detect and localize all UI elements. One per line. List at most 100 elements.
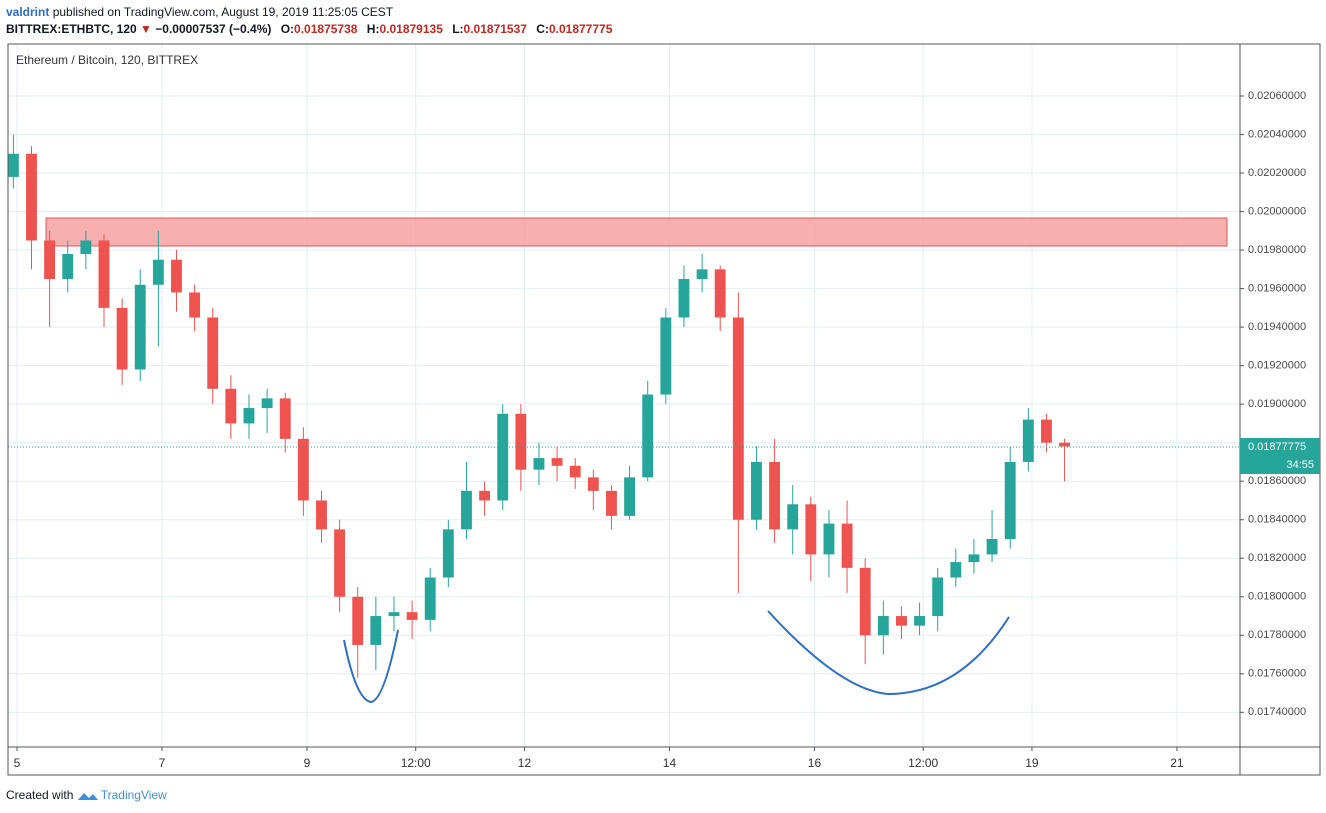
candle-body xyxy=(461,490,472,530)
candle-body xyxy=(424,577,436,620)
candle-body xyxy=(44,240,56,279)
open-label: O: xyxy=(280,22,295,36)
candle-body xyxy=(932,577,944,617)
candle-body xyxy=(859,567,871,636)
last-price-label: 0.01877775 xyxy=(1248,441,1306,453)
candle-body xyxy=(80,240,92,254)
y-tick-label: 0.01900000 xyxy=(1248,398,1306,410)
x-tick-label: 14 xyxy=(663,756,677,770)
candle-body xyxy=(62,253,74,279)
publish-line: valdrint published on TradingView.com, A… xyxy=(6,5,393,19)
x-tick-label: 19 xyxy=(1025,756,1039,770)
candle-body xyxy=(98,240,110,308)
close-value: 0.01877775 xyxy=(548,22,613,36)
y-tick-label: 0.01760000 xyxy=(1248,668,1306,680)
y-tick-label: 0.01960000 xyxy=(1248,283,1306,295)
candle-body xyxy=(1022,419,1034,462)
candle-body xyxy=(877,616,889,636)
symbol-line: BITTREX:ETHBTC, 120 ▼ −0.00007537 (−0.4%… xyxy=(6,22,612,36)
candle-body xyxy=(841,523,853,568)
candle-body xyxy=(696,269,708,279)
pattern-curve xyxy=(767,610,1010,696)
candle-body xyxy=(134,284,146,370)
x-tick-label: 5 xyxy=(14,756,21,770)
candle-body xyxy=(515,413,527,470)
candle-body xyxy=(642,394,654,478)
candle-body xyxy=(26,153,37,241)
y-tick-label: 0.02000000 xyxy=(1248,205,1306,217)
candle-body xyxy=(7,153,19,177)
candle-body xyxy=(678,278,690,318)
candle-body xyxy=(352,596,364,645)
candle-body xyxy=(497,413,509,501)
footer-text: Created with xyxy=(6,788,74,802)
candle-body xyxy=(624,477,636,516)
open-value: 0.01875738 xyxy=(294,22,358,36)
y-tick-label: 0.01820000 xyxy=(1248,552,1306,564)
candle-body xyxy=(225,388,237,424)
y-tick-label: 0.01840000 xyxy=(1248,514,1306,526)
candles xyxy=(7,134,1070,678)
candle-body xyxy=(787,504,799,530)
low-value: 0.01871537 xyxy=(463,22,527,36)
candle-body xyxy=(370,616,382,645)
chart-title: Ethereum / Bitcoin, 120, BITTREX xyxy=(16,53,198,67)
x-tick-label: 7 xyxy=(159,756,166,770)
change-arrow: ▼ xyxy=(140,22,152,36)
candle-body xyxy=(171,259,182,293)
candle-body xyxy=(587,477,599,491)
countdown: 34:55 xyxy=(1286,459,1314,471)
candle-body xyxy=(823,523,835,555)
y-tick-label: 0.01740000 xyxy=(1248,706,1306,718)
author[interactable]: valdrint xyxy=(6,5,50,19)
candle-body xyxy=(732,317,744,520)
x-tick-label: 12:00 xyxy=(401,756,431,770)
candle-body xyxy=(606,490,617,516)
candle-body xyxy=(152,259,164,285)
last-price-box xyxy=(1240,437,1320,474)
candle-body xyxy=(388,612,400,617)
candle-body xyxy=(116,307,128,370)
candle-body xyxy=(316,500,327,530)
candle-body xyxy=(551,458,563,466)
y-tick-label: 0.01920000 xyxy=(1248,360,1306,372)
change: −0.00007537 (−0.4%) xyxy=(155,22,272,36)
y-tick-label: 0.01780000 xyxy=(1248,629,1306,641)
chart: Ethereum / Bitcoin, 120, BITTREX 0.02060… xyxy=(7,43,1321,776)
resistance-zone xyxy=(45,217,1228,247)
candle-body xyxy=(406,612,418,620)
candle-body xyxy=(334,529,346,597)
x-tick-label: 12:00 xyxy=(908,756,938,770)
candle-body xyxy=(243,408,255,424)
y-tick-label: 0.01800000 xyxy=(1248,591,1306,603)
x-tick-label: 16 xyxy=(808,756,822,770)
y-tick-label: 0.02020000 xyxy=(1248,167,1306,179)
pattern-curve xyxy=(343,629,399,704)
candle-body xyxy=(986,538,998,555)
x-tick-label: 12 xyxy=(518,756,532,770)
candle-body xyxy=(769,461,781,530)
footer-brand[interactable]: TradingView xyxy=(100,788,167,802)
candle-body xyxy=(479,490,491,501)
candle-body xyxy=(569,465,581,478)
candle-body xyxy=(1004,461,1016,539)
candle-body xyxy=(533,458,545,470)
candle-body xyxy=(968,554,980,563)
candle-body xyxy=(261,398,273,409)
candle-body xyxy=(914,616,926,626)
frame xyxy=(7,43,1321,776)
y-tick-label: 0.02040000 xyxy=(1248,128,1306,140)
candle-body xyxy=(896,616,907,626)
candle-body xyxy=(714,269,726,318)
y-tick-label: 0.02060000 xyxy=(1248,90,1306,102)
high-label: H: xyxy=(366,22,380,36)
logo xyxy=(77,792,98,800)
y-tick-label: 0.01940000 xyxy=(1248,321,1306,333)
candle-body xyxy=(1059,442,1070,447)
footer: Created with TradingView xyxy=(6,788,167,802)
close-label: C: xyxy=(536,22,549,36)
candle-body xyxy=(1040,419,1052,443)
candle-body xyxy=(189,292,201,318)
candle-body xyxy=(805,504,817,555)
